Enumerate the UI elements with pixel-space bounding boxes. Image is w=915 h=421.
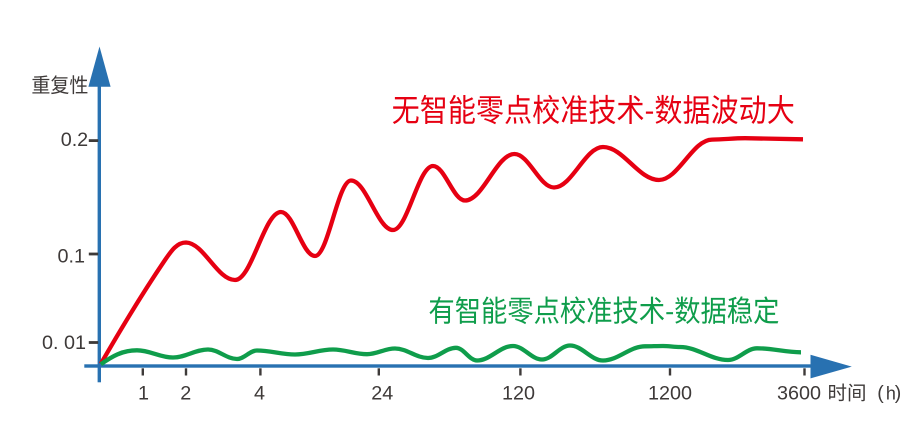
svg-text:2: 2 [180, 382, 191, 404]
svg-text:h: h [886, 383, 896, 403]
svg-text:120: 120 [502, 382, 535, 404]
svg-text:(: ( [877, 382, 884, 404]
svg-text:3600: 3600 [777, 382, 821, 404]
svg-text:4: 4 [254, 382, 265, 404]
svg-text:0.2: 0.2 [61, 129, 89, 151]
svg-text:1200: 1200 [648, 382, 692, 404]
svg-text:0.1: 0.1 [58, 245, 86, 267]
svg-text:1: 1 [138, 382, 149, 404]
svg-text:): ) [895, 382, 902, 404]
svg-text:24: 24 [371, 382, 393, 404]
svg-text:0. 01: 0. 01 [42, 332, 86, 354]
